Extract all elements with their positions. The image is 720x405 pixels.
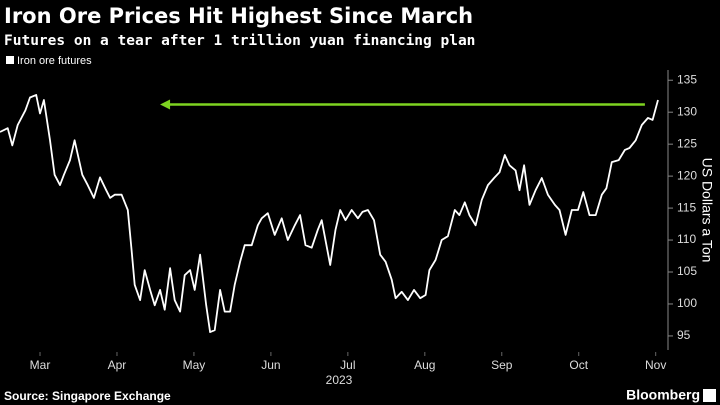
x-tick-label: Apr (108, 358, 127, 372)
line-series (0, 94, 659, 333)
x-tick-label: Jul (340, 358, 355, 372)
y-tick-label: 110 (677, 232, 696, 246)
y-tick-label: 115 (677, 200, 696, 214)
x-tick-label: Sep (491, 358, 513, 372)
brand-icon (703, 389, 716, 402)
legend-swatch (6, 56, 14, 64)
legend-label: Iron ore futures (17, 55, 92, 67)
brand: Bloomberg (626, 387, 700, 403)
y-axis-label: US Dollars a Ton (699, 158, 715, 263)
y-tick-label: 100 (677, 296, 697, 310)
x-tick-label: Aug (414, 358, 435, 372)
chart-title: Iron Ore Prices Hit Highest Since March (4, 4, 473, 28)
annotation-arrowhead (160, 99, 171, 110)
x-tick-label: Nov (645, 358, 666, 372)
source: Source: Singapore Exchange (4, 389, 171, 403)
y-tick-label: 125 (677, 136, 697, 150)
x-axis-label: 2023 (326, 373, 353, 387)
x-tick-label: Oct (569, 358, 588, 372)
x-tick-label: Mar (30, 358, 51, 372)
chart-subtitle: Futures on a tear after 1 trillion yuan … (4, 33, 475, 49)
y-tick-label: 105 (677, 264, 697, 278)
y-tick-label: 95 (677, 328, 691, 342)
x-tick-label: Jun (261, 358, 280, 372)
y-tick-label: 120 (677, 168, 697, 182)
y-tick-label: 130 (677, 104, 697, 118)
y-tick-label: 135 (677, 72, 697, 86)
x-tick-label: May (183, 358, 206, 372)
